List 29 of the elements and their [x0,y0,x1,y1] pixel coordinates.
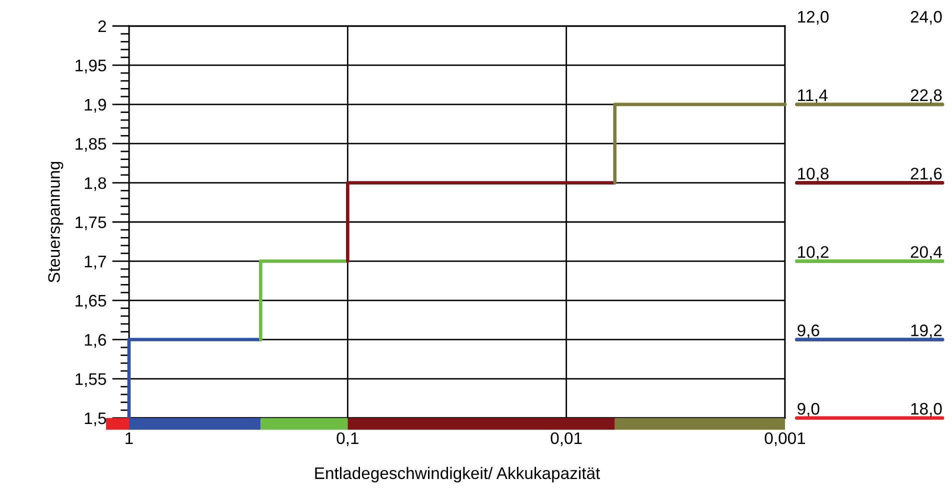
y2-tick-label: 10,8 [798,168,829,182]
y-tick-label: 1,75 [76,216,106,230]
y2-tick-label: 11,4 [798,89,828,104]
y-tick-label: 1,95 [76,60,106,74]
x-tick-label: 0,1 [336,432,358,446]
y2-tick-label: 9,0 [798,402,820,417]
x-tick-label: 1 [126,432,133,444]
y3-tick-label: 20,4 [910,246,942,260]
y-tick-label: 1,9 [84,98,106,113]
y3-tick-label: 22,8 [910,89,942,104]
x-tick-label: 0,001 [764,432,806,446]
y-tick-label: 2 [98,20,106,32]
y3-tick-label: 24,0 [910,10,942,25]
y3-tick-label: 19,2 [911,324,942,338]
y-tick-label: 1,5 [84,412,106,426]
x-tick-label: 0,01 [550,432,582,446]
y-tick-label: 1,85 [76,138,106,152]
y-axis-title: Steuerspannung [48,162,64,282]
y-tick-label: 1,55 [76,373,106,387]
y3-tick-label: 18,0 [911,402,942,417]
y-tick-label: 1,65 [76,294,106,309]
y2-tick-label: 10,2 [798,246,828,260]
y3-tick-label: 21,6 [910,168,942,182]
y-tick-label: 1,8 [84,177,106,191]
x-axis-title: Entladegeschwindigkeit/ Akkukapazität [315,466,600,482]
y-tick-label: 1,7 [84,256,106,270]
y2-tick-label: 9,6 [798,324,820,338]
y-tick-label: 1,6 [84,334,106,348]
y2-tick-label: 12,0 [798,10,829,25]
